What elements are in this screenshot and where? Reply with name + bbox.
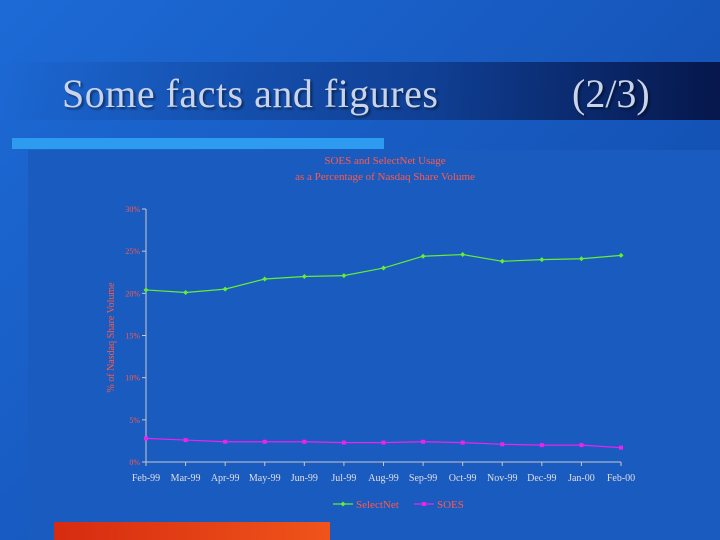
selectnet-point [420,253,426,259]
x-tick-label: Dec-99 [527,473,556,484]
x-tick-label: Mar-99 [171,473,201,484]
selectnet-point [262,276,268,282]
soes-point [183,438,188,443]
soes-point [500,442,505,447]
soes-legend-marker [422,502,426,506]
selectnet-point [539,257,545,263]
x-tick-label: Jul-99 [331,473,356,484]
x-tick-label: Feb-00 [607,473,635,484]
selectnet-point [618,252,624,258]
x-tick-label: Apr-99 [211,473,240,484]
soes-point [381,440,386,445]
soes-point [302,439,307,444]
selectnet-legend-marker [340,501,346,507]
chart-title-line: SOES and SelectNet Usage [324,155,445,167]
x-tick-label: May-99 [249,473,281,484]
line-chart: SOES and SelectNet Usage as a Percentage … [106,155,635,511]
soes-point [341,440,346,445]
soes-point [144,436,148,441]
selectnet-point [341,273,347,279]
selectnet-point [499,258,505,264]
soes-point [460,440,465,445]
y-tick-label: 25% [125,247,140,256]
y-tick-label: 10% [125,374,140,383]
soes-point [619,445,623,450]
x-tick-label: Feb-99 [132,473,160,484]
slide-title: Some facts and figures [62,71,439,116]
y-tick-label: 30% [125,205,140,214]
y-tick-label: 15% [125,332,140,341]
soes-legend-label: SOES [437,499,464,511]
y-tick-label: 0% [129,458,140,467]
x-tick-label: Jun-99 [291,473,318,484]
y-tick-label: 5% [129,416,140,425]
selectnet-point [143,287,149,293]
selectnet-series-line [145,253,622,294]
accent-bar-bottom [54,522,330,540]
accent-bar-top [12,138,384,149]
chart-panel: SOES and SelectNet Usage as a Percentage … [28,150,720,540]
soes-point [223,439,228,444]
soes-point [421,439,426,444]
y-tick-label: 20% [125,289,140,298]
y-axis-label: % of Nasdaq Share Volume [106,282,117,393]
x-tick-label: Nov-99 [487,473,518,484]
selectnet-point [578,256,584,262]
x-tick-label: Sep-99 [409,473,437,484]
selectnet-point [183,289,189,295]
slide-number: (2/3) [572,71,650,116]
soes-point [579,443,584,448]
soes-point [262,439,267,444]
x-tick-label: Jan-00 [568,473,595,484]
x-tick-label: Aug-99 [368,473,399,484]
x-tick-label: Oct-99 [449,473,477,484]
title-band [0,62,720,120]
selectnet-point [301,273,307,279]
selectnet-legend-label: SelectNet [356,499,399,511]
selectnet-point [460,252,466,258]
chart-title-line: as a Percentage of Nasdaq Share Volume [295,171,475,183]
selectnet-point [222,286,228,292]
soes-point [539,443,544,448]
selectnet-point [381,265,386,271]
